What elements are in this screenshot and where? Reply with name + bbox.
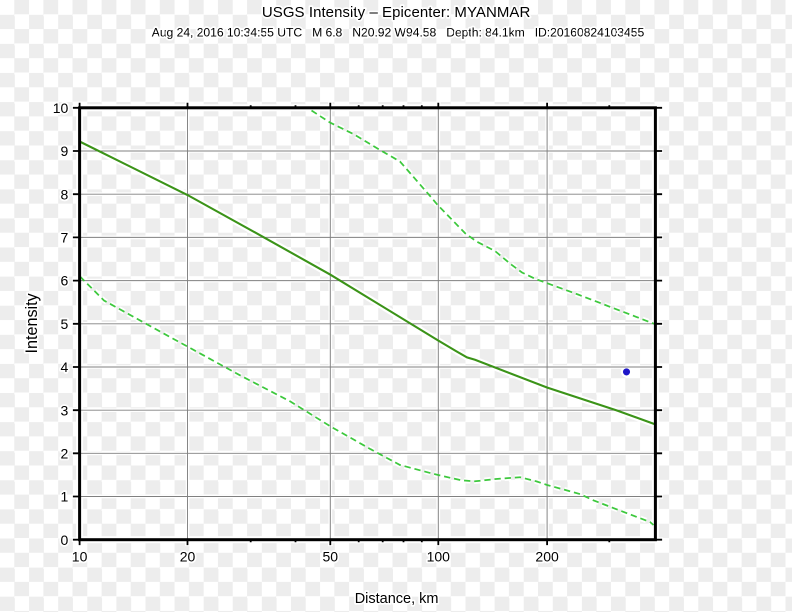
svg-text:Distance, km: Distance, km [355,591,439,607]
svg-text:100: 100 [427,548,451,564]
svg-text:Aug 24, 2016 10:34:55 UTC M: Aug 24, 2016 10:34:55 UTC M 6.8 N20.92 W… [152,25,645,39]
svg-text:1: 1 [61,489,69,505]
svg-text:0: 0 [61,532,69,548]
svg-text:200: 200 [535,548,559,564]
svg-text:50: 50 [323,548,339,564]
svg-text:6: 6 [61,273,69,289]
svg-text:USGS Intensity – Epicenter: M: USGS Intensity – Epicenter: MYANMAR [262,4,531,21]
svg-text:2: 2 [61,445,69,461]
svg-text:10: 10 [53,100,69,116]
svg-text:20: 20 [180,548,196,564]
svg-text:7: 7 [61,230,69,246]
svg-text:10: 10 [72,548,88,564]
svg-text:4: 4 [61,359,69,375]
svg-text:9: 9 [61,143,69,159]
svg-text:Intensity: Intensity [23,292,41,353]
svg-text:3: 3 [61,402,69,418]
svg-text:8: 8 [61,186,69,202]
svg-text:5: 5 [61,316,69,332]
